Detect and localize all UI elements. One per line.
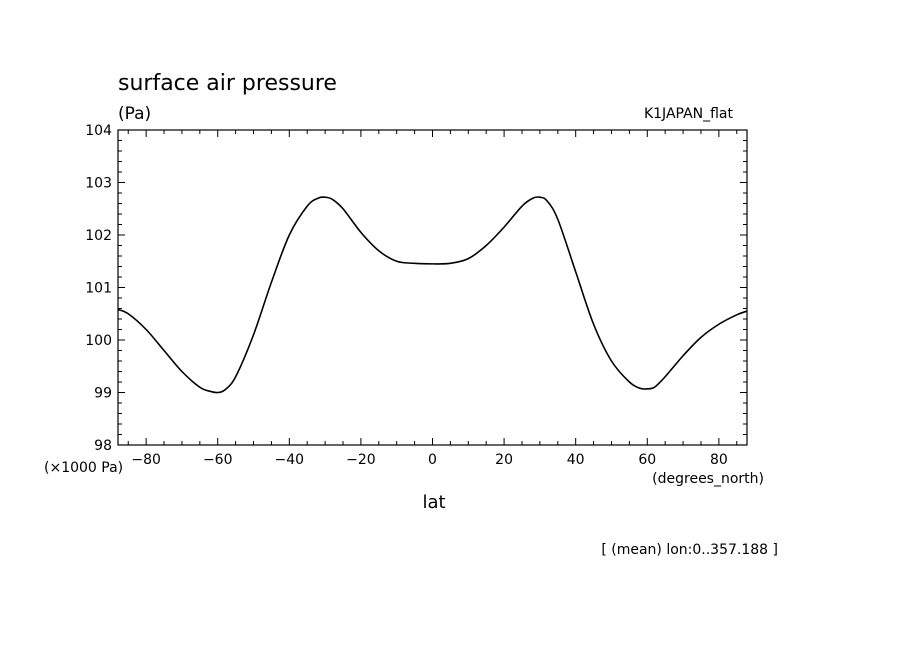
- y-tick-label: 99: [94, 386, 112, 402]
- x-tick-label: 0: [428, 452, 437, 468]
- y-tick-label: 98: [94, 438, 112, 454]
- x-tick-label: 80: [710, 452, 728, 468]
- y-scale-label: (×1000 Pa): [44, 460, 123, 476]
- plot-frame: [117, 129, 748, 446]
- y-tick-label: 103: [85, 176, 112, 192]
- x-units-label: (degrees_north): [652, 471, 764, 487]
- x-axis-label: lat: [422, 492, 445, 513]
- data-line: [117, 196, 748, 394]
- x-tick-label: −40: [275, 452, 305, 468]
- dataset-label: K1JAPAN_flat: [644, 106, 734, 122]
- x-tick-label: 60: [638, 452, 656, 468]
- x-tick-labels: −80 −60 −40 −20 0 20 40 60 80: [131, 452, 727, 468]
- axis-ticks: [118, 129, 747, 446]
- footer-note: [ (mean) lon:0..357.188 ]: [601, 542, 778, 558]
- y-tick-label: 104: [85, 123, 112, 139]
- units-label: (Pa): [118, 104, 151, 124]
- y-tick-label: 100: [85, 333, 112, 349]
- x-tick-label: 40: [567, 452, 585, 468]
- y-tick-label: 102: [85, 228, 112, 244]
- x-tick-label: −20: [346, 452, 376, 468]
- y-tick-label: 101: [85, 281, 112, 297]
- x-tick-label: −60: [203, 452, 233, 468]
- x-tick-label: −80: [131, 452, 161, 468]
- x-tick-label: 20: [495, 452, 513, 468]
- y-tick-labels: 98 99 100 101 102 103 104: [85, 123, 112, 454]
- chart-title: surface air pressure: [118, 71, 337, 96]
